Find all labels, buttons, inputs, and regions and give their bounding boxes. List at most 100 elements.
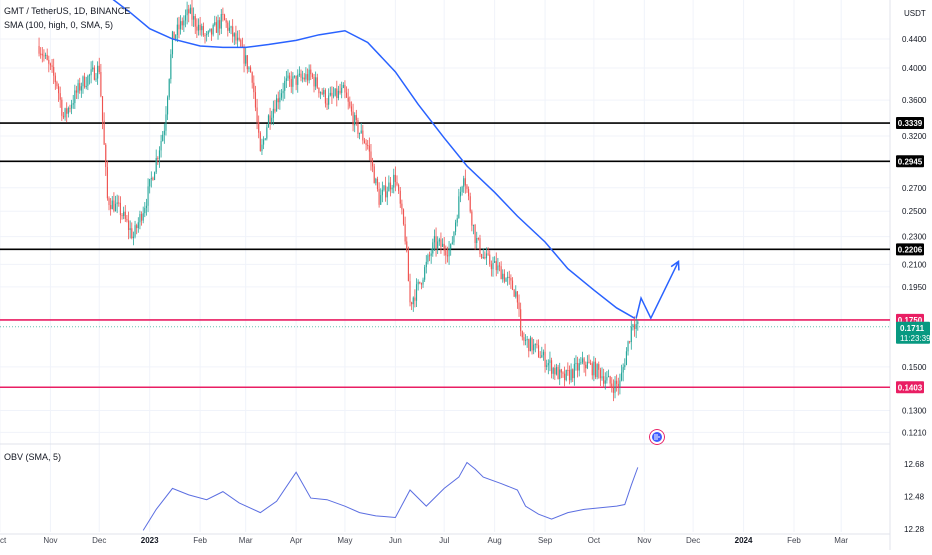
event-icon[interactable] [649, 429, 665, 445]
candle-body [523, 337, 525, 341]
candle-2023-10-19 [622, 363, 624, 382]
candle-2022-11-01 [49, 62, 52, 71]
candle-2023-01-28 [193, 7, 195, 27]
candle-2022-12-29 [144, 202, 146, 218]
candle-2023-05-16 [368, 137, 370, 161]
candle-2023-06-22 [428, 251, 431, 262]
candle-body [466, 185, 468, 190]
candle-2023-05-03 [347, 88, 349, 110]
candle-body [337, 90, 339, 99]
candle-2022-10-25 [38, 37, 40, 57]
candle-body [152, 177, 154, 180]
candle-body [603, 376, 605, 384]
candle-2023-03-31 [293, 75, 296, 79]
candle-2023-10-05 [599, 367, 601, 387]
candle-body [497, 265, 499, 271]
candle-body [158, 150, 161, 159]
candle-body [541, 355, 543, 358]
candle-body [503, 273, 505, 282]
candle-body [399, 190, 401, 204]
candle-body [92, 67, 94, 70]
candle-body [118, 202, 120, 204]
candle-2023-01-25 [188, 4, 190, 23]
candle-2023-10-01 [593, 356, 595, 382]
level-price-tag[interactable]: 0.3339 [896, 117, 924, 130]
projection-path[interactable] [635, 261, 680, 320]
candle-body [425, 261, 427, 268]
candle-2022-11-26 [90, 61, 92, 84]
time-tick-label: 2024 [735, 536, 753, 545]
level-price-tag[interactable]: 0.1403 [896, 381, 924, 394]
candle-body [136, 225, 138, 229]
candle-2022-12-30 [145, 198, 148, 216]
candles [38, 0, 639, 402]
candle-2023-07-07 [453, 231, 455, 246]
time-tick-label: Aug [488, 536, 502, 545]
symbol-legend[interactable]: GMT / TetherUS, 1D, BINANCE [4, 6, 131, 16]
candle-2023-04-23 [331, 86, 333, 104]
candle-body [476, 237, 478, 243]
candle-2022-12-24 [136, 223, 138, 235]
candle-body [150, 177, 152, 180]
candle-2023-10-24 [630, 320, 632, 350]
candle-body [368, 145, 370, 152]
candle-2023-09-27 [586, 355, 588, 370]
candle-body [111, 200, 113, 210]
candle-body [417, 281, 419, 285]
level-price-tag[interactable]: 0.2206 [896, 243, 924, 256]
candle-2023-04-20 [326, 97, 328, 111]
sma-series-line[interactable] [106, 0, 635, 319]
level-price-tag[interactable]: 0.2945 [896, 155, 924, 168]
candle-2023-05-28 [388, 175, 390, 192]
candle-body [230, 26, 232, 28]
candle-body [318, 87, 320, 94]
candle-body [617, 383, 619, 387]
obv-series-line[interactable] [142, 461, 639, 531]
candle-2023-01-02 [150, 171, 152, 188]
candle-body [601, 376, 603, 379]
candle-2023-03-30 [292, 72, 294, 95]
candle-2023-07-19 [472, 224, 475, 235]
candle-2023-02-14 [220, 9, 222, 35]
candle-body [591, 363, 593, 376]
candle-body [524, 339, 527, 341]
candle-body [469, 196, 471, 212]
candle-body [62, 115, 65, 118]
candle-body [479, 238, 481, 255]
candle-2022-12-09 [111, 195, 113, 210]
candle-body [398, 184, 400, 191]
candle-2023-03-16 [269, 107, 271, 130]
candle-2023-09-22 [578, 358, 580, 377]
candle-body [383, 185, 385, 190]
candle-2023-02-11 [215, 16, 217, 33]
candle-2022-11-25 [88, 73, 91, 85]
candle-2023-05-19 [373, 163, 375, 184]
candle-2023-08-03 [497, 257, 499, 274]
candle-2023-06-06 [402, 208, 405, 226]
candle-2023-10-03 [596, 363, 598, 380]
candle-body [484, 257, 486, 259]
candle-2023-06-04 [399, 186, 401, 208]
candle-body [326, 103, 328, 105]
candle-body [537, 345, 540, 358]
time-tick-label: Dec [686, 536, 700, 545]
candle-body [129, 228, 131, 230]
obv-legend[interactable]: OBV (SMA, 5) [4, 452, 62, 462]
candle-body [95, 78, 97, 80]
candle-body [313, 77, 315, 87]
candle-body [321, 92, 323, 95]
candle-2023-06-13 [414, 289, 416, 308]
candle-body [251, 72, 253, 83]
candle-body [223, 14, 226, 21]
candle-body [212, 24, 214, 35]
candle-body [196, 26, 198, 31]
candle-body [468, 189, 470, 197]
candle-2023-02-06 [207, 30, 209, 37]
candle-2023-07-27 [485, 247, 488, 265]
candle-2023-06-08 [406, 236, 408, 253]
candle-2022-12-14 [119, 196, 121, 224]
sma-legend[interactable]: SMA (100, high, 0, SMA, 5) [4, 20, 114, 30]
